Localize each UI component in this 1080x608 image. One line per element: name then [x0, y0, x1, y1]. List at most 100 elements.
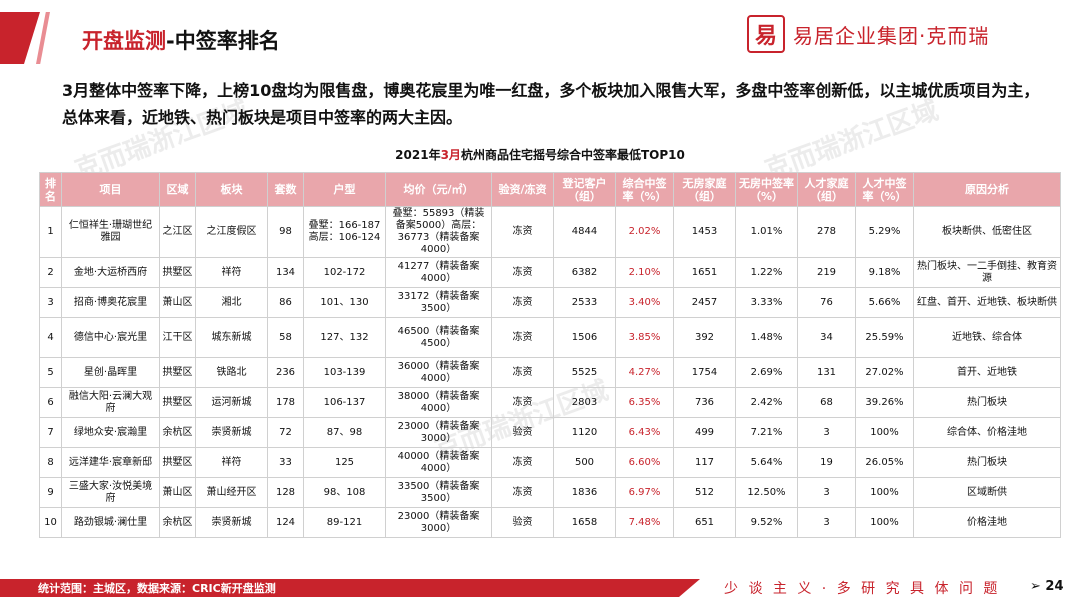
table-cell: 冻资	[491, 387, 554, 418]
table-cell: 100%	[855, 477, 914, 508]
table-cell: 2803	[553, 387, 616, 418]
page-title-rest: -中签率排名	[166, 29, 280, 53]
table-cell: 招商·博奥花宸里	[61, 287, 160, 318]
table-cell: 34	[797, 317, 856, 358]
ranking-table: 排名 项目 区域 板块 套数 户型 均价（元/㎡） 验资/冻资 登记客户（组） …	[39, 172, 1061, 538]
page-title: 开盘监测-中签率排名	[82, 25, 280, 55]
table-cell: 12.50%	[735, 477, 798, 508]
table-cell: 冻资	[491, 317, 554, 358]
table-cell: 冻资	[491, 447, 554, 478]
col-header-project: 项目	[61, 172, 160, 207]
table-cell: 219	[797, 257, 856, 288]
table-title-suffix: 杭州商品住宅摇号综合中签率最低TOP10	[460, 148, 685, 162]
company-logo: 易 易居企业集团·克而瑞	[747, 14, 989, 54]
table-cell: 1.01%	[735, 206, 798, 258]
table-row: 5 星创·晶晖里 拱墅区 铁路北 236 103-139 36000（精装备案4000） 冻资…	[39, 357, 1061, 388]
table-cell: 板块断供、低密住区	[913, 206, 1061, 258]
table-cell: 4844	[553, 206, 616, 258]
table-cell: 之江区	[159, 206, 196, 258]
table-cell: 7.48%	[615, 507, 674, 538]
table-cell: 综合体、价格洼地	[913, 417, 1061, 448]
table-cell: 23000（精装备案3000）	[385, 417, 492, 448]
table-cell: 区域断供	[913, 477, 1061, 508]
col-header-no-house-rate: 无房中签率（%）	[735, 172, 798, 207]
table-cell: 124	[267, 507, 304, 538]
table-cell: 89-121	[303, 507, 386, 538]
table-row: 10 路劲银城·澜仕里 余杭区 崇贤新城 124 89-121 23000（精装备案3000…	[39, 507, 1061, 538]
table-title-prefix: 2021年	[395, 148, 441, 162]
table-cell: 10	[39, 507, 62, 538]
table-cell: 3.85%	[615, 317, 674, 358]
table-cell: 金地·大运桥西府	[61, 257, 160, 288]
table-header-row: 排名 项目 区域 板块 套数 户型 均价（元/㎡） 验资/冻资 登记客户（组） …	[39, 172, 1061, 207]
table-cell: 98、108	[303, 477, 386, 508]
col-header-funds: 验资/冻资	[491, 172, 554, 207]
page-title-red: 开盘监测	[82, 29, 166, 53]
table-cell: 2	[39, 257, 62, 288]
table-cell: 拱墅区	[159, 387, 196, 418]
table-cell: 33172（精装备案3500）	[385, 287, 492, 318]
table-cell: 3	[797, 507, 856, 538]
table-cell: 131	[797, 357, 856, 388]
table-cell: 萧山区	[159, 287, 196, 318]
table-cell: 499	[673, 417, 736, 448]
table-cell: 38000（精装备案4000）	[385, 387, 492, 418]
col-header-district: 区域	[159, 172, 196, 207]
summary-text: 3月整体中签率下降，上榜10盘均为限售盘，博奥花宸里为唯一红盘，多个板块加入限售…	[62, 81, 1040, 127]
logo-text: 易居企业集团·克而瑞	[793, 23, 990, 48]
col-header-layout: 户型	[303, 172, 386, 207]
table-cell: 萧山经开区	[195, 477, 268, 508]
table-cell: 76	[797, 287, 856, 318]
table-cell: 100%	[855, 507, 914, 538]
table-cell: 236	[267, 357, 304, 388]
table-cell: 崇贤新城	[195, 507, 268, 538]
col-header-sector: 板块	[195, 172, 268, 207]
footer-bar	[0, 579, 700, 597]
table-cell: 2.42%	[735, 387, 798, 418]
table-cell: 128	[267, 477, 304, 508]
table-cell: 6.97%	[615, 477, 674, 508]
table-cell: 首开、近地铁	[913, 357, 1061, 388]
table-cell: 崇贤新城	[195, 417, 268, 448]
table-cell: 近地铁、综合体	[913, 317, 1061, 358]
table-cell: 651	[673, 507, 736, 538]
table-row: 1 仁恒祥生·珊瑚世纪雅园 之江区 之江度假区 98 叠墅：166-187 高层：106-…	[39, 206, 1061, 258]
table-cell: 46500（精装备案4500）	[385, 317, 492, 358]
table-cell: 33500（精装备案3500）	[385, 477, 492, 508]
table-cell: 5.64%	[735, 447, 798, 478]
table-cell: 2.10%	[615, 257, 674, 288]
title-accent-shape	[0, 12, 40, 64]
table-cell: 3.40%	[615, 287, 674, 318]
table-cell: 之江度假区	[195, 206, 268, 258]
table-row: 2 金地·大运桥西府 拱墅区 祥符 134 102-172 41277（精装备案4000）冻…	[39, 257, 1061, 288]
table-cell: 7	[39, 417, 62, 448]
table-row: 6 融信大阳·云澜大观府 拱墅区 运河新城 178 106-137 38000（精装备案40…	[39, 387, 1061, 418]
table-row: 4 德信中心·宸光里 江干区 城东新城 58 127、132 46500（精装备案4500）…	[39, 317, 1061, 358]
col-header-no-house: 无房家庭（组）	[673, 172, 736, 207]
table-cell: 拱墅区	[159, 257, 196, 288]
table-cell: 叠墅：166-187 高层：106-124	[303, 206, 386, 258]
table-cell: 8	[39, 447, 62, 478]
table-cell: 2.69%	[735, 357, 798, 388]
table-cell: 1651	[673, 257, 736, 288]
table-cell: 5	[39, 357, 62, 388]
table-cell: 验资	[491, 507, 554, 538]
table-cell: 40000（精装备案4000）	[385, 447, 492, 478]
table-cell: 城东新城	[195, 317, 268, 358]
table-cell: 127、132	[303, 317, 386, 358]
table-row: 9 三盛大家·汝悦美境府 萧山区 萧山经开区 128 98、108 33500（精装备案35…	[39, 477, 1061, 508]
table-cell: 铁路北	[195, 357, 268, 388]
table-cell: 冻资	[491, 477, 554, 508]
table-title: 2021年3月杭州商品住宅摇号综合中签率最低TOP10	[0, 146, 1080, 163]
table-cell: 9.52%	[735, 507, 798, 538]
table-cell: 冻资	[491, 357, 554, 388]
table-cell: 33	[267, 447, 304, 478]
table-cell: 祥符	[195, 447, 268, 478]
table-cell: 绿地众安·宸瀚里	[61, 417, 160, 448]
col-header-price: 均价（元/㎡）	[385, 172, 492, 207]
table-cell: 萧山区	[159, 477, 196, 508]
table-cell: 叠墅：55893（精装备案5000）高层：36773（精装备案4000）	[385, 206, 492, 258]
table-cell: 红盘、首开、近地铁、板块断供	[913, 287, 1061, 318]
table-cell: 价格洼地	[913, 507, 1061, 538]
table-cell: 热门板块	[913, 387, 1061, 418]
